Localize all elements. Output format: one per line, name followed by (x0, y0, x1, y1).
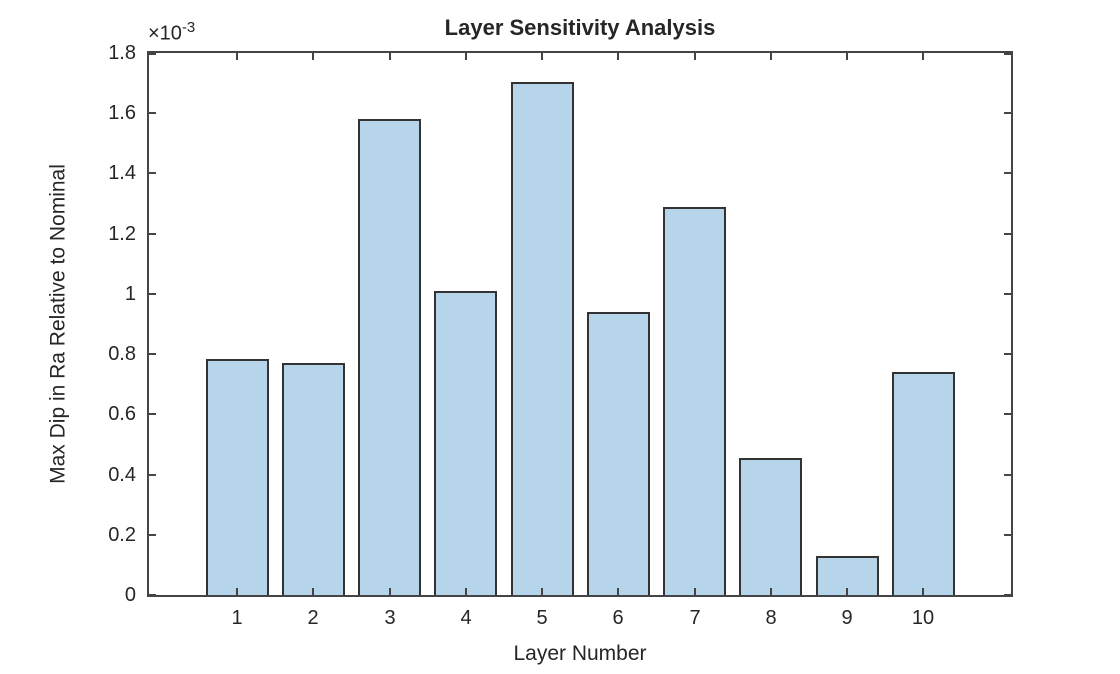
x-tick-mark (922, 53, 924, 60)
x-tick-label: 4 (460, 607, 472, 629)
y-tick-mark (149, 413, 156, 415)
y-tick-mark (149, 112, 156, 114)
x-tick-label: 8 (765, 607, 777, 629)
y-tick-label: 0.6 (108, 403, 136, 425)
y-tick-mark (1004, 53, 1011, 55)
y-tick-mark (1004, 172, 1011, 174)
y-tick-mark (149, 53, 156, 55)
y-tick-label: 1.2 (108, 223, 136, 245)
x-tick-mark (465, 588, 467, 595)
x-tick-mark (465, 53, 467, 60)
y-tick-mark (149, 172, 156, 174)
bar-layer-3 (358, 119, 421, 595)
x-tick-mark (846, 53, 848, 60)
y-tick-mark (149, 293, 156, 295)
x-tick-label: 3 (384, 607, 396, 629)
y-tick-mark (149, 474, 156, 476)
plot-area (147, 51, 1013, 597)
x-tick-label: 5 (536, 607, 548, 629)
x-tick-label: 1 (231, 607, 243, 629)
y-tick-mark (1004, 293, 1011, 295)
x-tick-label: 2 (307, 607, 319, 629)
y-tick-label: 1.8 (108, 42, 136, 64)
bar-layer-10 (892, 372, 955, 595)
bar-layer-4 (434, 291, 497, 595)
bar-layer-6 (587, 312, 650, 595)
y-tick-mark (149, 534, 156, 536)
y-tick-label: 0.4 (108, 464, 136, 486)
x-tick-mark (312, 53, 314, 60)
y-tick-label: 0.8 (108, 343, 136, 365)
x-tick-mark (694, 53, 696, 60)
bar-layer-8 (739, 458, 802, 595)
x-tick-mark (312, 588, 314, 595)
y-axis-label: Max Dip in Ra Relative to Nominal (46, 164, 70, 484)
x-tick-mark (541, 588, 543, 595)
bar-layer-7 (663, 207, 726, 595)
x-tick-mark (389, 588, 391, 595)
x-tick-mark (236, 588, 238, 595)
x-tick-mark (617, 53, 619, 60)
y-tick-label: 1.4 (108, 162, 136, 184)
y-tick-mark (1004, 233, 1011, 235)
y-tick-label: 1.6 (108, 102, 136, 124)
bar-layer-2 (282, 363, 345, 595)
x-tick-mark (770, 588, 772, 595)
x-tick-mark (770, 53, 772, 60)
x-tick-label: 9 (841, 607, 853, 629)
bar-layer-5 (511, 82, 574, 595)
x-tick-label: 10 (911, 607, 935, 629)
y-tick-label: 0.2 (108, 524, 136, 546)
multiplier-base: ×10 (148, 22, 182, 45)
y-tick-mark (149, 233, 156, 235)
y-tick-label: 1 (124, 283, 136, 305)
x-tick-mark (541, 53, 543, 60)
x-tick-mark (236, 53, 238, 60)
y-axis-multiplier: ×10-3 (148, 12, 195, 50)
bar-layer-1 (206, 359, 269, 595)
y-tick-mark (1004, 594, 1011, 596)
x-tick-mark (694, 588, 696, 595)
x-tick-mark (922, 588, 924, 595)
multiplier-exponent: -3 (181, 19, 196, 36)
y-tick-mark (1004, 413, 1011, 415)
y-tick-label: 0 (124, 584, 136, 606)
y-tick-mark (1004, 474, 1011, 476)
y-tick-mark (149, 594, 156, 596)
x-tick-label: 6 (612, 607, 624, 629)
chart-title: Layer Sensitivity Analysis (444, 15, 716, 40)
y-tick-mark (1004, 353, 1011, 355)
x-tick-mark (617, 588, 619, 595)
x-tick-mark (846, 588, 848, 595)
x-tick-mark (389, 53, 391, 60)
y-tick-mark (1004, 534, 1011, 536)
x-axis-label: Layer Number (513, 642, 647, 665)
x-tick-label: 7 (689, 607, 701, 629)
y-tick-mark (1004, 112, 1011, 114)
y-tick-mark (149, 353, 156, 355)
